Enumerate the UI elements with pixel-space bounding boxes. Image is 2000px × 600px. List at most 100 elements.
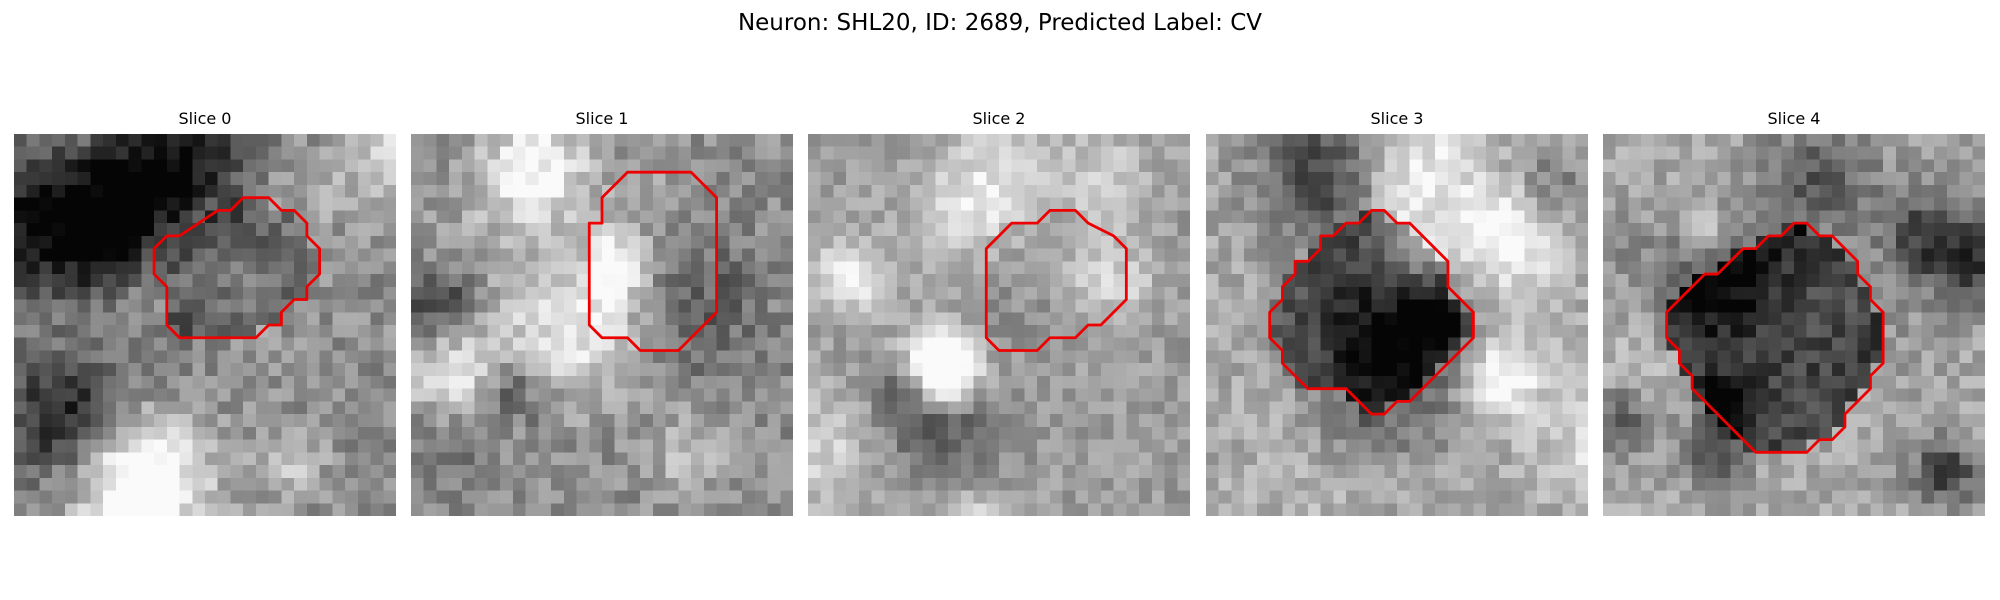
pixel [90,325,103,338]
pixel [653,350,666,363]
pixel [1756,350,1769,363]
pixel [103,491,116,504]
pixel [1512,210,1525,223]
pixel [1883,236,1896,249]
pixel [345,249,358,262]
pixel [872,376,885,389]
pixel [872,185,885,198]
pixel [1563,452,1576,465]
pixel [1244,261,1257,274]
pixel [1641,147,1654,160]
pixel [1960,465,1973,478]
pixel [1139,338,1152,351]
pixel [1037,503,1050,516]
pixel [1270,236,1283,249]
pixel [974,465,987,478]
pixel [1372,236,1385,249]
pixel [1718,401,1731,414]
pixel [1270,159,1283,172]
pixel [1244,440,1257,453]
pixel [154,198,167,211]
pixel [1499,223,1512,236]
pixel [436,465,449,478]
pixel [1679,376,1692,389]
pixel [1934,503,1947,516]
pixel [332,376,345,389]
pixel [948,350,961,363]
pixel [1743,478,1756,491]
pixel [717,134,730,147]
pixel [1921,210,1934,223]
pixel [1206,274,1219,287]
pixel [859,134,872,147]
pixel [640,478,653,491]
pixel [961,249,974,262]
pixel [729,249,742,262]
pixel [615,452,628,465]
pixel [1896,134,1909,147]
pixel [640,312,653,325]
pixel [1756,389,1769,402]
pixel [640,401,653,414]
pixel [1705,363,1718,376]
pixel [1641,338,1654,351]
pixel [1550,261,1563,274]
pixel [872,389,885,402]
pixel [615,287,628,300]
pixel [1152,478,1165,491]
pixel [742,198,755,211]
pixel [90,478,103,491]
pixel [1177,401,1190,414]
pixel [1667,440,1680,453]
pixel [1461,185,1474,198]
pixel [1769,287,1782,300]
pixel [1448,465,1461,478]
pixel [986,261,999,274]
pixel [1896,401,1909,414]
pixel [1921,401,1934,414]
pixel [1152,261,1165,274]
pixel [27,159,40,172]
pixel [1832,503,1845,516]
pixel [1152,249,1165,262]
pixel [27,210,40,223]
pixel [411,223,424,236]
pixel [345,210,358,223]
pixel [154,147,167,160]
pixel [1537,465,1550,478]
pixel [666,401,679,414]
pixel [627,223,640,236]
pixel [1244,503,1257,516]
pixel [1422,491,1435,504]
pixel [1139,478,1152,491]
pixel [1575,491,1588,504]
pixel [141,198,154,211]
pixel [513,236,526,249]
slice-panel-3: Slice 3 [1206,108,1588,130]
pixel [1410,147,1423,160]
pixel [986,159,999,172]
pixel [1832,300,1845,313]
pixel [602,198,615,211]
pixel [1422,134,1435,147]
pixel [1512,338,1525,351]
pixel [411,325,424,338]
pixel [371,210,384,223]
pixel [999,236,1012,249]
pixel [78,325,91,338]
pixel [1219,325,1232,338]
pixel [1231,236,1244,249]
pixel [500,414,513,427]
pixel [780,491,793,504]
pixel [1461,236,1474,249]
pixel [1126,363,1139,376]
pixel [1012,325,1025,338]
pixel [1050,325,1063,338]
pixel [1883,376,1896,389]
pixel [307,325,320,338]
pixel [1972,389,1985,402]
pixel [1282,465,1295,478]
pixel [1346,401,1359,414]
pixel [141,440,154,453]
pixel [1870,427,1883,440]
